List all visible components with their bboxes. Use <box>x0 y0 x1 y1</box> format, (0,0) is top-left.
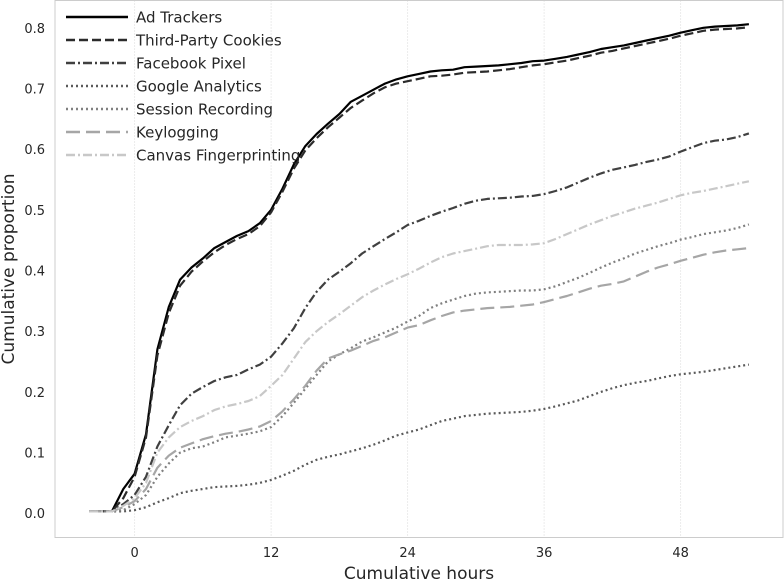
legend-label: Canvas Fingerprinting <box>136 147 300 165</box>
series-line-0 <box>89 23 750 513</box>
plot-area-frame <box>54 0 784 538</box>
series-lines <box>89 23 750 513</box>
grid-lines <box>134 0 682 538</box>
series-line-3 <box>89 363 750 513</box>
y-tick-label: 0.5 <box>24 204 45 219</box>
series-line-2 <box>89 132 750 513</box>
y-tick-label: 0.6 <box>24 143 45 158</box>
legend-label: Google Analytics <box>136 78 262 96</box>
x-tick-label: 48 <box>672 546 689 561</box>
legend-label: Third-Party Cookies <box>135 32 282 50</box>
y-tick-label: 0.4 <box>24 265 45 280</box>
y-tick-label: 0.0 <box>24 507 45 522</box>
series-line-1 <box>89 26 750 513</box>
y-tick-label: 0.8 <box>24 22 45 37</box>
y-tick-label: 0.3 <box>24 325 45 340</box>
x-tick-label: 0 <box>130 546 138 561</box>
y-tick-label: 0.7 <box>24 82 45 97</box>
x-tick-label: 24 <box>399 546 416 561</box>
legend-label: Facebook Pixel <box>136 55 246 73</box>
x-tick-label: 36 <box>536 546 553 561</box>
y-axis-label: Cumulative proportion <box>0 174 19 365</box>
legend-label: Keylogging <box>136 124 219 142</box>
x-axis-label: Cumulative hours <box>344 564 494 583</box>
series-line-5 <box>89 247 750 513</box>
y-tick-label: 0.1 <box>24 447 45 462</box>
x-tick-label: 12 <box>263 546 280 561</box>
x-axis-ticks: 0 12 24 36 48 <box>130 546 688 561</box>
legend-label: Session Recording <box>136 101 273 119</box>
legend: Ad Trackers Third-Party Cookies Facebook P… <box>66 9 300 165</box>
series-line-6 <box>89 180 750 513</box>
series-line-4 <box>89 223 750 513</box>
y-axis-ticks: 0.0 0.1 0.2 0.3 0.4 0.5 0.6 0.7 0.8 <box>24 22 45 522</box>
legend-label: Ad Trackers <box>136 9 222 27</box>
y-tick-label: 0.2 <box>24 386 45 401</box>
